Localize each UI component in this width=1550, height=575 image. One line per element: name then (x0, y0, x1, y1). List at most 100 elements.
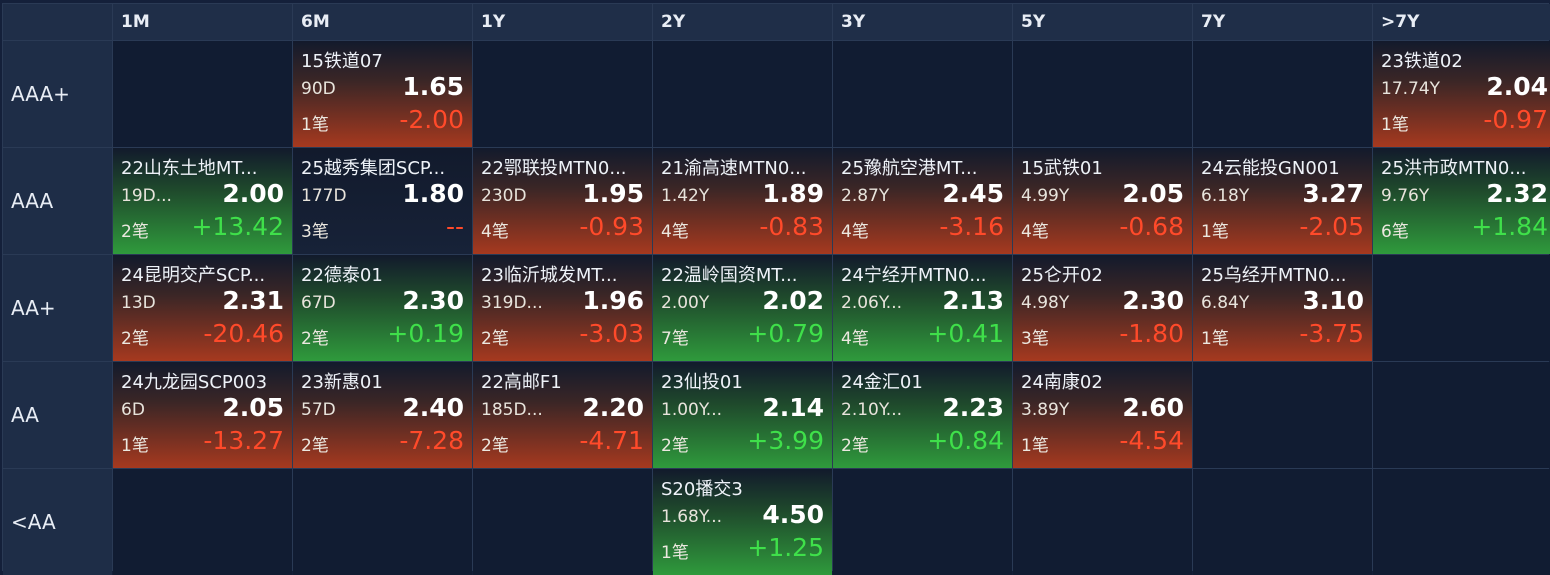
bond-name: 24昆明交产SCP... (121, 265, 266, 286)
bond-cell[interactable]: 22鄂联投MTN0... 230D 1.95 4笔 -0.93 (473, 148, 652, 254)
rate-change: -4.54 (1119, 426, 1184, 455)
empty-cell (293, 469, 472, 575)
bond-term: 1.00Y... (661, 400, 723, 420)
column-header-5y[interactable]: 5Y (1013, 4, 1192, 40)
bond-cell[interactable]: 23临沂城发MT... 319D... 1.96 2笔 -3.03 (473, 255, 652, 361)
trade-count: 4笔 (1021, 222, 1049, 242)
bond-name: 15铁道07 (301, 51, 383, 72)
bond-cell[interactable]: 25仑开02 4.98Y 2.30 3笔 -1.80 (1013, 255, 1192, 361)
bond-name: 24九龙园SCP003 (121, 372, 268, 393)
rate-change: +1.84 (1471, 212, 1548, 241)
bond-cell[interactable]: 24昆明交产SCP... 13D 2.31 2笔 -20.46 (113, 255, 292, 361)
column-header-6m[interactable]: 6M (293, 4, 472, 40)
bond-cell[interactable]: 21渝高速MTN0... 1.42Y 1.89 4笔 -0.83 (653, 148, 832, 254)
rate-change: +3.99 (747, 426, 824, 455)
column-header-2y[interactable]: 2Y (653, 4, 832, 40)
rate-change: -0.68 (1119, 212, 1184, 241)
empty-cell (833, 41, 1012, 147)
bond-term: 230D (481, 186, 527, 206)
trade-count: 3笔 (301, 222, 329, 242)
column-header-3y[interactable]: 3Y (833, 4, 1012, 40)
trade-count: 2笔 (121, 329, 149, 349)
bond-cell[interactable]: 23新惠01 57D 2.40 2笔 -7.28 (293, 362, 472, 468)
column-header-1m[interactable]: 1M (113, 4, 292, 40)
rate-change: -13.27 (203, 426, 284, 455)
rate-change: -1.80 (1119, 319, 1184, 348)
bond-name: 25乌经开MTN0... (1201, 265, 1347, 286)
row-header-rating: AA (3, 362, 112, 468)
bond-cell[interactable]: 15武铁01 4.99Y 2.05 4笔 -0.68 (1013, 148, 1192, 254)
bond-name: 21渝高速MTN0... (661, 158, 807, 179)
bond-term: 2.10Y... (841, 400, 903, 420)
row-header-rating: AAA (3, 148, 112, 254)
bond-name: 25仑开02 (1021, 265, 1103, 286)
bond-term: 6.18Y (1201, 186, 1250, 206)
bond-rate: 2.05 (1122, 179, 1184, 208)
bond-rate: 2.04 (1486, 72, 1548, 101)
bond-rate: 2.60 (1122, 393, 1184, 422)
bond-cell[interactable]: 24金汇01 2.10Y... 2.23 2笔 +0.84 (833, 362, 1012, 468)
empty-cell (653, 41, 832, 147)
bond-cell[interactable]: 25乌经开MTN0... 6.84Y 3.10 1笔 -3.75 (1193, 255, 1372, 361)
bond-name: 25越秀集团SCP... (301, 158, 446, 179)
bond-rate: 3.27 (1302, 179, 1364, 208)
bond-cell[interactable]: 24宁经开MTN0... 2.06Y... 2.13 4笔 +0.41 (833, 255, 1012, 361)
bond-cell[interactable]: 24南康02 3.89Y 2.60 1笔 -4.54 (1013, 362, 1192, 468)
empty-cell (1013, 41, 1192, 147)
grid-corner (3, 4, 112, 40)
bond-term: 177D (301, 186, 347, 206)
bond-cell[interactable]: 15铁道07 90D 1.65 1笔 -2.00 (293, 41, 472, 147)
bond-term: 90D (301, 79, 336, 99)
rate-change: -7.28 (399, 426, 464, 455)
bond-cell[interactable]: 25洪市政MTN0... 9.76Y 2.32 6笔 +1.84 (1373, 148, 1550, 254)
column-header-7y[interactable]: 7Y (1193, 4, 1372, 40)
trade-count: 1笔 (121, 436, 149, 456)
empty-cell (113, 469, 292, 575)
rate-change: -2.05 (1299, 212, 1364, 241)
trade-count: 2笔 (121, 222, 149, 242)
column-header-gt7y[interactable]: >7Y (1373, 4, 1550, 40)
bond-name: 22德泰01 (301, 265, 383, 286)
bond-cell[interactable]: 22山东土地MT... 19D... 2.00 2笔 +13.42 (113, 148, 292, 254)
bond-cell[interactable]: 25豫航空港MT... 2.87Y 2.45 4笔 -3.16 (833, 148, 1012, 254)
rate-change: -- (445, 212, 464, 241)
bond-name: 25豫航空港MT... (841, 158, 978, 179)
trade-count: 3笔 (1021, 329, 1049, 349)
trade-count: 2笔 (301, 329, 329, 349)
bond-cell[interactable]: 24云能投GN001 6.18Y 3.27 1笔 -2.05 (1193, 148, 1372, 254)
bond-cell[interactable]: S20播交3 1.68Y... 4.50 1笔 +1.25 (653, 469, 832, 575)
bond-name: 23临沂城发MT... (481, 265, 618, 286)
bond-name: 25洪市政MTN0... (1381, 158, 1527, 179)
bond-term: 185D... (481, 400, 543, 420)
bond-name: 24金汇01 (841, 372, 923, 393)
bond-term: 57D (301, 400, 336, 420)
bond-cell[interactable]: 24九龙园SCP003 6D 2.05 1笔 -13.27 (113, 362, 292, 468)
bond-cell[interactable]: 22高邮F1 185D... 2.20 2笔 -4.71 (473, 362, 652, 468)
bond-term: 67D (301, 293, 336, 313)
bond-rate: 2.23 (942, 393, 1004, 422)
bond-cell[interactable]: 23仙投01 1.00Y... 2.14 2笔 +3.99 (653, 362, 832, 468)
bond-cell[interactable]: 22德泰01 67D 2.30 2笔 +0.19 (293, 255, 472, 361)
bond-rate: 2.30 (1122, 286, 1184, 315)
empty-cell (1193, 469, 1372, 575)
bond-cell[interactable]: 25越秀集团SCP... 177D 1.80 3笔 -- (293, 148, 472, 254)
trade-count: 1笔 (1201, 329, 1229, 349)
bond-term: 1.68Y... (661, 507, 723, 527)
rate-change: -3.75 (1299, 319, 1364, 348)
bond-name: 22高邮F1 (481, 372, 562, 393)
column-header-1y[interactable]: 1Y (473, 4, 652, 40)
empty-cell (1373, 362, 1550, 468)
empty-cell (1193, 41, 1372, 147)
trade-count: 1笔 (1381, 115, 1409, 135)
trade-count: 2笔 (661, 436, 689, 456)
bond-name: 23仙投01 (661, 372, 743, 393)
bond-term: 3.89Y (1021, 400, 1070, 420)
bond-rate: 2.20 (582, 393, 644, 422)
rate-change: -0.83 (759, 212, 824, 241)
bond-cell[interactable]: 22温岭国资MT... 2.00Y 2.02 7笔 +0.79 (653, 255, 832, 361)
trade-count: 1笔 (301, 115, 329, 135)
bond-cell[interactable]: 23铁道02 17.74Y 2.04 1笔 -0.97 (1373, 41, 1550, 147)
trade-count: 6笔 (1381, 222, 1409, 242)
bond-rate: 2.31 (222, 286, 284, 315)
row-header-rating: AA+ (3, 255, 112, 361)
